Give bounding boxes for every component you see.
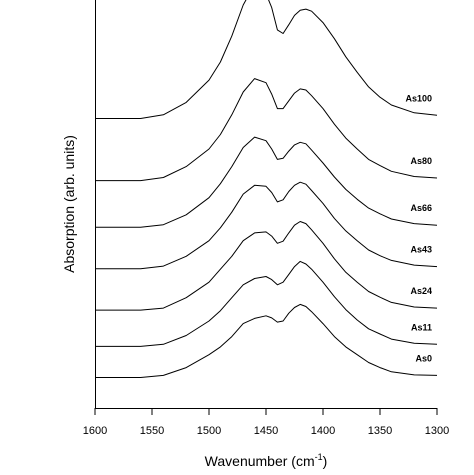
x-tick-label: 1450 [254, 425, 278, 437]
series-label-as66: As66 [410, 203, 432, 213]
series-labels-group: As0 As11 As24 As43 As66 As80 As100 [405, 93, 432, 363]
series-line-as100 [95, 0, 438, 119]
series-line-as43 [95, 181, 438, 270]
x-tick-label: 1400 [311, 425, 335, 437]
x-axis-title-main: Wavenumber (cm [205, 453, 315, 469]
x-axis-title-end: ) [323, 453, 328, 469]
x-axis-title: Wavenumber (cm-1) [205, 452, 328, 469]
x-axis-title-superscript: -1 [315, 452, 323, 462]
series-label-as11: As11 [411, 322, 432, 332]
x-tick-label: 1350 [368, 425, 392, 437]
plot-series-group [95, 0, 438, 378]
series-line-as80 [95, 78, 438, 182]
x-tick-label: 1500 [197, 425, 221, 437]
series-label-as24: As24 [410, 286, 432, 296]
series-label-as0: As0 [415, 353, 432, 363]
series-line-as11 [95, 260, 438, 347]
series-label-as43: As43 [410, 245, 432, 255]
series-line-as0 [95, 303, 438, 378]
x-tick-label: 1550 [140, 425, 164, 437]
series-label-as100: As100 [405, 93, 432, 103]
series-label-as80: As80 [410, 156, 432, 166]
series-line-as66 [95, 136, 438, 228]
series-line-as24 [95, 221, 438, 311]
y-axis-title: Absorption (arb. units) [61, 135, 77, 273]
x-tick-label: 1600 [83, 425, 107, 437]
x-ticks-group: 1600 1550 1500 1450 1400 1350 1300 [83, 408, 449, 437]
x-tick-label: 1300 [425, 425, 449, 437]
